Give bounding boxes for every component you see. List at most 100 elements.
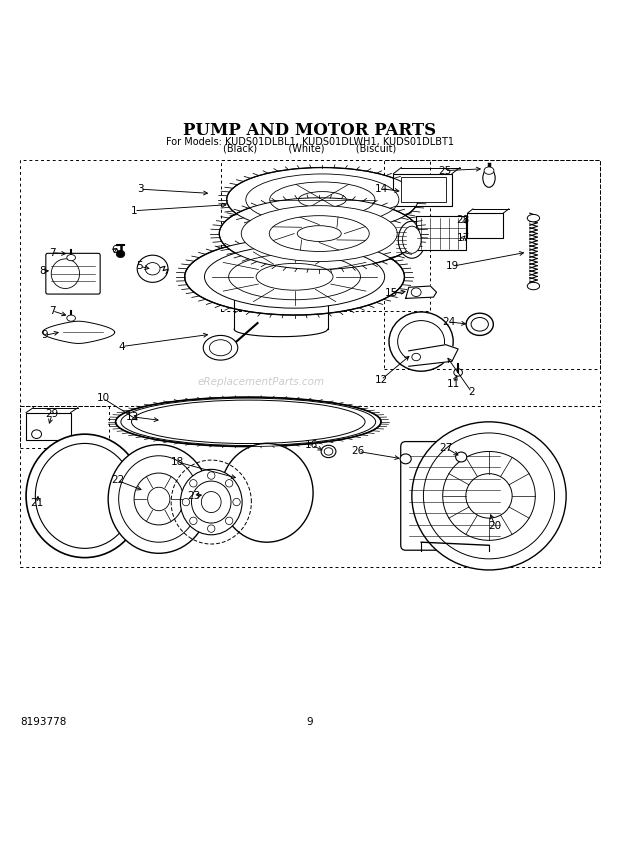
Ellipse shape: [118, 455, 199, 542]
Ellipse shape: [51, 259, 79, 288]
Ellipse shape: [246, 174, 399, 225]
FancyBboxPatch shape: [393, 174, 452, 205]
Ellipse shape: [237, 461, 296, 525]
Ellipse shape: [398, 221, 425, 259]
Text: 7: 7: [49, 306, 55, 316]
Text: 5: 5: [136, 261, 143, 271]
Text: 12: 12: [374, 375, 388, 385]
Ellipse shape: [121, 398, 376, 445]
Text: 9: 9: [42, 330, 48, 341]
FancyBboxPatch shape: [46, 253, 100, 294]
Text: 25: 25: [438, 165, 451, 175]
Ellipse shape: [298, 192, 346, 208]
Ellipse shape: [456, 452, 467, 462]
Ellipse shape: [400, 454, 411, 464]
Ellipse shape: [484, 167, 494, 175]
Ellipse shape: [443, 451, 535, 540]
Text: 26: 26: [352, 447, 365, 456]
Text: 8193778: 8193778: [20, 717, 66, 728]
Text: 28: 28: [456, 215, 470, 225]
Ellipse shape: [67, 254, 76, 261]
Ellipse shape: [208, 472, 215, 479]
Text: 10: 10: [97, 394, 110, 403]
Text: 11: 11: [447, 378, 461, 389]
FancyBboxPatch shape: [26, 413, 71, 440]
Polygon shape: [409, 345, 458, 366]
Ellipse shape: [412, 354, 420, 360]
Ellipse shape: [108, 444, 210, 553]
Text: 15: 15: [385, 288, 398, 299]
Ellipse shape: [219, 198, 419, 270]
Ellipse shape: [115, 397, 381, 447]
Ellipse shape: [116, 250, 125, 258]
Ellipse shape: [192, 481, 231, 523]
Ellipse shape: [203, 336, 238, 360]
Text: 8: 8: [40, 266, 46, 276]
Ellipse shape: [256, 264, 333, 290]
FancyBboxPatch shape: [401, 177, 446, 202]
Ellipse shape: [226, 479, 233, 487]
FancyBboxPatch shape: [401, 442, 507, 550]
Ellipse shape: [471, 318, 489, 331]
Ellipse shape: [249, 474, 284, 511]
Text: eReplacementParts.com: eReplacementParts.com: [197, 377, 324, 387]
Ellipse shape: [466, 313, 494, 336]
Ellipse shape: [148, 487, 170, 511]
Text: 23: 23: [187, 490, 201, 501]
Text: 7: 7: [49, 247, 55, 258]
Ellipse shape: [190, 479, 197, 487]
Ellipse shape: [221, 443, 313, 542]
Text: 3: 3: [137, 184, 144, 194]
Text: 16: 16: [305, 440, 319, 450]
Ellipse shape: [423, 433, 554, 559]
Ellipse shape: [185, 239, 404, 315]
Text: 21: 21: [30, 498, 44, 508]
Polygon shape: [405, 286, 436, 299]
Text: 13: 13: [126, 412, 140, 422]
Text: 27: 27: [439, 443, 453, 453]
Text: 17: 17: [456, 233, 470, 243]
Ellipse shape: [397, 321, 445, 363]
Polygon shape: [42, 321, 115, 343]
Text: 4: 4: [118, 342, 125, 352]
Text: 24: 24: [442, 317, 456, 327]
Text: 1: 1: [131, 205, 138, 216]
Ellipse shape: [229, 254, 360, 300]
Ellipse shape: [483, 169, 495, 187]
Text: 6: 6: [111, 245, 118, 255]
Ellipse shape: [208, 525, 215, 532]
Ellipse shape: [269, 216, 370, 252]
Text: 14: 14: [374, 183, 388, 193]
Text: 19: 19: [445, 261, 459, 271]
Ellipse shape: [402, 226, 421, 253]
Ellipse shape: [241, 205, 397, 261]
Text: For Models: KUDS01DLBL1, KUDS01DLWH1, KUDS01DLBT1: For Models: KUDS01DLBL1, KUDS01DLWH1, KU…: [166, 137, 454, 147]
Ellipse shape: [321, 445, 336, 458]
FancyBboxPatch shape: [467, 213, 503, 238]
Ellipse shape: [411, 288, 421, 296]
Ellipse shape: [26, 434, 143, 557]
Text: 22: 22: [111, 475, 124, 485]
Ellipse shape: [412, 422, 566, 570]
Ellipse shape: [32, 430, 42, 438]
Ellipse shape: [131, 400, 365, 443]
Text: 29: 29: [45, 409, 59, 419]
Ellipse shape: [297, 226, 341, 241]
Text: 20: 20: [489, 520, 502, 531]
Text: (Black)          (White)          (Biscuit): (Black) (White) (Biscuit): [223, 144, 397, 154]
Text: 2: 2: [468, 387, 475, 397]
Ellipse shape: [182, 498, 190, 506]
Text: 18: 18: [170, 457, 184, 467]
Ellipse shape: [205, 246, 384, 308]
Ellipse shape: [134, 473, 184, 525]
Ellipse shape: [210, 340, 232, 356]
Ellipse shape: [190, 517, 197, 525]
Ellipse shape: [527, 282, 539, 289]
Ellipse shape: [180, 469, 242, 535]
Ellipse shape: [527, 215, 539, 222]
Ellipse shape: [35, 443, 134, 549]
Ellipse shape: [270, 182, 375, 217]
Text: PUMP AND MOTOR PARTS: PUMP AND MOTOR PARTS: [184, 122, 436, 140]
Text: 9: 9: [307, 717, 313, 728]
Ellipse shape: [145, 263, 160, 275]
